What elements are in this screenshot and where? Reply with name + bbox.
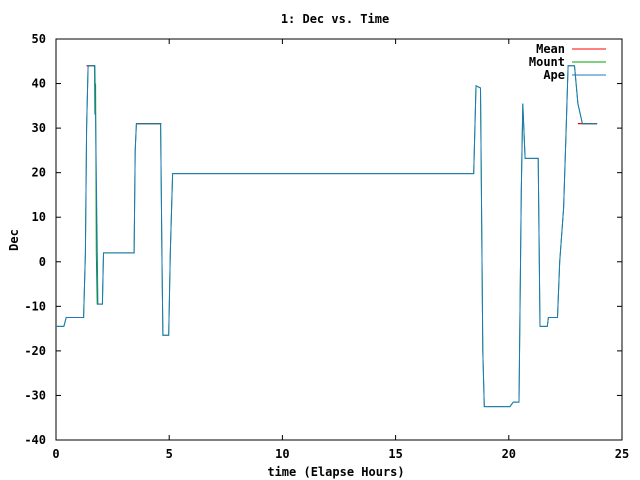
x-tick-label: 20 — [502, 447, 516, 461]
x-tick-label: 10 — [275, 447, 289, 461]
y-tick-label: 20 — [32, 166, 46, 180]
y-tick-label: 50 — [32, 32, 46, 46]
plot-frame — [55, 38, 623, 441]
y-tick-label: -10 — [24, 299, 46, 313]
y-tick-label: -20 — [24, 344, 46, 358]
x-tick-label: 25 — [615, 447, 629, 461]
y-tick-label: 10 — [32, 210, 46, 224]
y-tick-label: 30 — [32, 121, 46, 135]
y-tick-label: 40 — [32, 77, 46, 91]
legend-label-mean: Mean — [536, 42, 565, 56]
x-axis-label: time (Elapse Hours) — [267, 465, 404, 479]
y-axis-label: Dec — [7, 229, 21, 251]
legend-label-mount: Mount — [529, 55, 565, 69]
series-ape-line — [56, 65, 598, 408]
series-mount-line — [56, 65, 598, 408]
x-tick-label: 15 — [388, 447, 402, 461]
x-tick-label: 5 — [166, 447, 173, 461]
legend-label-ape: Ape — [543, 68, 565, 82]
y-tick-label: -40 — [24, 433, 46, 447]
y-tick-label: -30 — [24, 388, 46, 402]
y-tick-label: 0 — [39, 255, 46, 269]
x-tick-label: 0 — [52, 447, 59, 461]
chart-title: 1: Dec vs. Time — [281, 12, 389, 26]
